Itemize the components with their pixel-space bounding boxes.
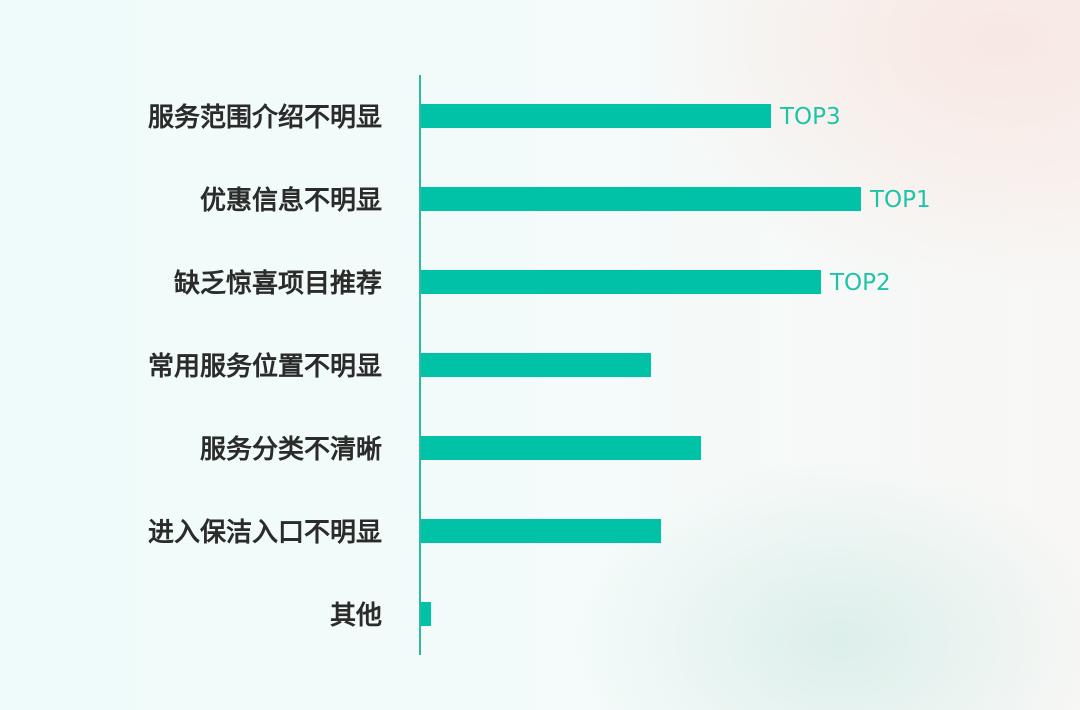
bar: [421, 270, 821, 294]
category-label: 服务分类不清晰: [200, 435, 382, 465]
bar: [421, 187, 861, 211]
category-label: 服务范围介绍不明显: [148, 103, 382, 133]
category-label: 优惠信息不明显: [200, 185, 382, 216]
rank-annotation: TOP1: [869, 187, 931, 213]
bar: [421, 519, 661, 543]
bar: [421, 436, 701, 460]
category-label: 其他: [330, 601, 382, 631]
category-label: 进入保洁入口不明显: [148, 518, 382, 548]
bars-group: 服务范围介绍不明显 TOP3 优惠信息不明显 TOP1 缺乏惊喜项目推荐 TOP2 常用服务…: [148, 103, 931, 631]
bar: [421, 353, 651, 377]
category-label: 缺乏惊喜项目推荐: [174, 269, 382, 299]
rank-annotation: TOP3: [779, 104, 841, 130]
bar: [421, 104, 771, 128]
bar: [421, 602, 431, 626]
category-label: 常用服务位置不明显: [148, 351, 382, 382]
rank-annotation: TOP2: [829, 270, 891, 296]
